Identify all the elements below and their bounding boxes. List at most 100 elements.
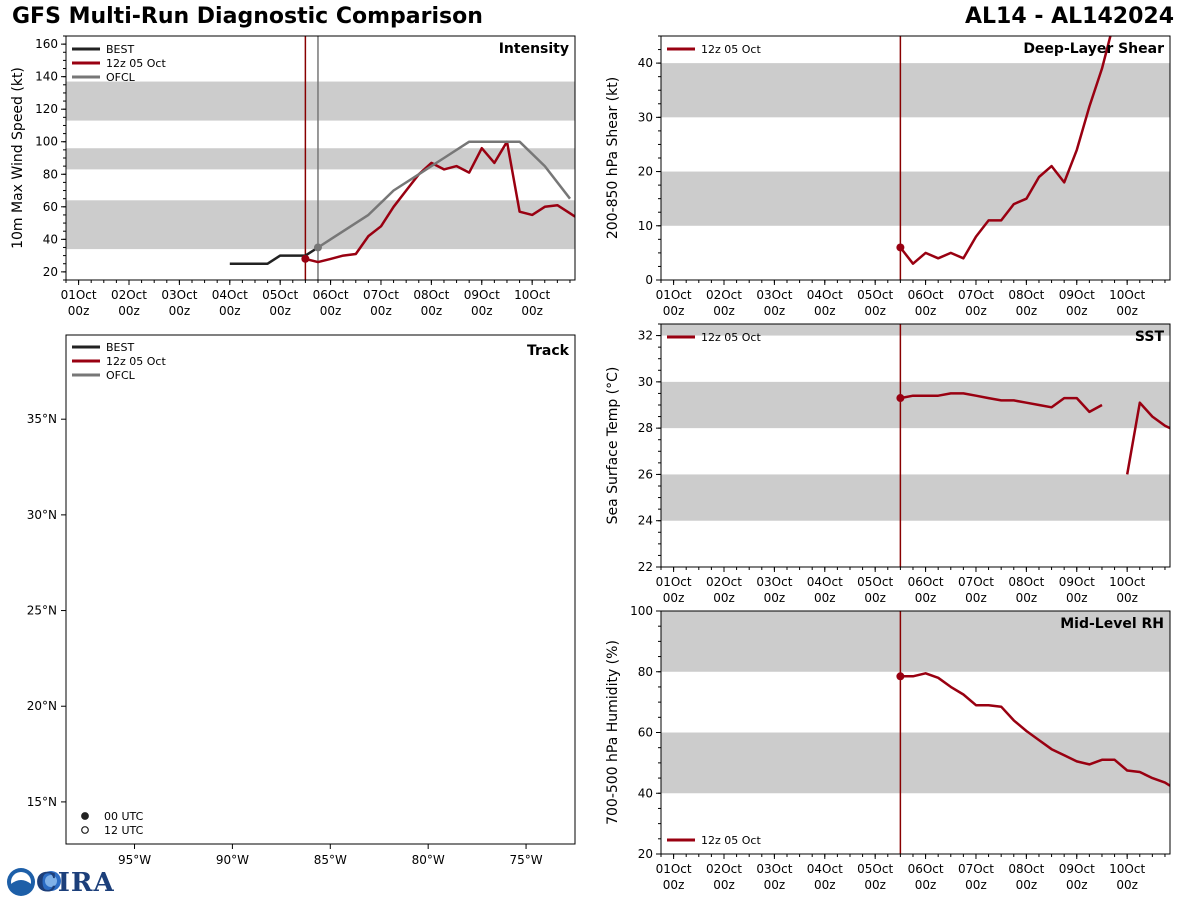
sst-xtick-label-hour: 00z <box>713 591 735 605</box>
sst-point <box>896 394 905 403</box>
intensity-band <box>66 200 575 250</box>
shear-ylabel: 200-850 hPa Shear (kt) <box>605 77 621 239</box>
shear-plot-area <box>661 36 1170 280</box>
intensity-ytick-label: 40 <box>43 232 58 246</box>
intensity-xtick-label-hour: 00z <box>68 304 90 318</box>
shear-xtick-label: 09Oct <box>1059 288 1095 302</box>
shear-band <box>661 63 1170 118</box>
shear-band <box>661 171 1170 226</box>
shear-xtick-label: 08Oct <box>1008 288 1044 302</box>
track-ytick-label: 15°N <box>27 795 57 809</box>
track-xtick-label: 90°W <box>216 853 249 867</box>
intensity-xtick-label: 09Oct <box>464 288 500 302</box>
intensity-series-line <box>305 140 575 264</box>
sst-ytick-label: 30 <box>638 375 653 389</box>
track-legend-label: OFCL <box>106 369 136 382</box>
sst-band <box>661 474 1170 521</box>
intensity-xtick-label: 03Oct <box>161 288 197 302</box>
rh-xtick-label: 04Oct <box>807 862 843 876</box>
shear-xtick-label-hour: 00z <box>915 304 937 318</box>
shear-ytick-label: 20 <box>638 165 653 179</box>
sst-frame <box>660 323 1171 568</box>
sst-xtick-label-hour: 00z <box>1116 591 1138 605</box>
shear-point <box>896 243 905 252</box>
intensity-ylabel: 10m Max Wind Speed (kt) <box>10 67 26 249</box>
sst-ytick-label: 24 <box>638 514 653 528</box>
intensity-ytick-label: 140 <box>35 70 58 84</box>
rh-point <box>896 672 905 681</box>
intensity-xtick-label: 05Oct <box>262 288 298 302</box>
track-ytick-label: 25°N <box>27 604 57 618</box>
figure-title: GFS Multi-Run Diagnostic Comparison <box>12 4 483 29</box>
track-xtick-label: 95°W <box>118 853 151 867</box>
intensity-xtick-label-hour: 00z <box>421 304 443 318</box>
shear-legend-label: 12z 05 Oct <box>701 43 761 56</box>
rh-xtick-label-hour: 00z <box>814 878 836 892</box>
shear-ytick-label: 10 <box>638 219 653 233</box>
track-legend-label: 12z 05 Oct <box>106 355 166 368</box>
intensity-ytick-label: 120 <box>35 102 58 116</box>
shear-xtick-label-hour: 00z <box>764 304 786 318</box>
track-marker-legend-symbol <box>81 812 89 820</box>
track-panel-title: Track <box>527 343 570 359</box>
rh-ytick-label: 100 <box>630 604 653 618</box>
intensity-band <box>66 81 575 121</box>
intensity-point <box>313 243 322 252</box>
rh-xtick-label: 09Oct <box>1059 862 1095 876</box>
intensity-ytick-label: 60 <box>43 200 58 214</box>
rh-xtick-label-hour: 00z <box>764 878 786 892</box>
land-polygon <box>572 706 575 745</box>
track-marker-legend-symbol <box>81 826 89 834</box>
ocean <box>66 335 575 844</box>
rh-legend-label: 12z 05 Oct <box>701 834 761 847</box>
intensity-legend-label: OFCL <box>106 71 136 84</box>
rh-xtick-label: 06Oct <box>908 862 944 876</box>
rh-xtick-label: 01Oct <box>656 862 692 876</box>
intensity-panel-title: Intensity <box>499 41 569 57</box>
sst-xtick-label: 05Oct <box>857 575 893 589</box>
intensity-xtick-label: 06Oct <box>313 288 349 302</box>
intensity-xtick-label: 04Oct <box>212 288 248 302</box>
shear-xtick-label-hour: 00z <box>1116 304 1138 318</box>
intensity-ytick-label: 160 <box>35 37 58 51</box>
rh-xtick-label: 05Oct <box>857 862 893 876</box>
shear-ytick-label: 30 <box>638 110 653 124</box>
track-ytick-label: 35°N <box>27 412 57 426</box>
sst-xtick-label-hour: 00z <box>965 591 987 605</box>
shear-xtick-label: 10Oct <box>1109 288 1145 302</box>
track-xtick-label: 85°W <box>314 853 347 867</box>
rh-xtick-label-hour: 00z <box>965 878 987 892</box>
rh-xtick-label-hour: 00z <box>663 878 685 892</box>
rh-ytick-label: 40 <box>638 786 653 800</box>
sst-ylabel: Sea Surface Temp (°C) <box>605 367 621 525</box>
intensity-xtick-label: 10Oct <box>514 288 550 302</box>
track-marker-legend-label: 12 UTC <box>104 824 144 837</box>
track-legend-label: BEST <box>106 341 134 354</box>
intensity-ytick-label: 80 <box>43 167 58 181</box>
rh-series-line <box>900 672 1170 787</box>
intensity-legend-label: 12z 05 Oct <box>106 57 166 70</box>
sst-xtick-label: 08Oct <box>1008 575 1044 589</box>
shear-panel-title: Deep-Layer Shear <box>1023 41 1164 57</box>
intensity-xtick-label-hour: 00z <box>471 304 493 318</box>
intensity-legend-label: BEST <box>106 43 134 56</box>
shear-xtick-label-hour: 00z <box>1066 304 1088 318</box>
intensity-xtick-label-hour: 00z <box>320 304 342 318</box>
track-xtick-label: 75°W <box>509 853 542 867</box>
sst-band <box>661 324 1170 336</box>
track-ytick-label: 20°N <box>27 699 57 713</box>
shear-ytick-label: 0 <box>645 273 653 287</box>
intensity-plot-area <box>66 36 575 280</box>
intensity-xtick-label-hour: 00z <box>370 304 392 318</box>
intensity-xtick-label-hour: 00z <box>169 304 191 318</box>
sst-ytick-label: 26 <box>638 467 653 481</box>
shear-xtick-label-hour: 00z <box>965 304 987 318</box>
intensity-ytick-label: 20 <box>43 265 58 279</box>
sst-ytick-label: 32 <box>638 329 653 343</box>
rh-ytick-label: 60 <box>638 726 653 740</box>
rh-xtick-label-hour: 00z <box>915 878 937 892</box>
intensity-xtick-label: 02Oct <box>111 288 147 302</box>
track-frame <box>65 334 576 845</box>
rh-xtick-label: 07Oct <box>958 862 994 876</box>
